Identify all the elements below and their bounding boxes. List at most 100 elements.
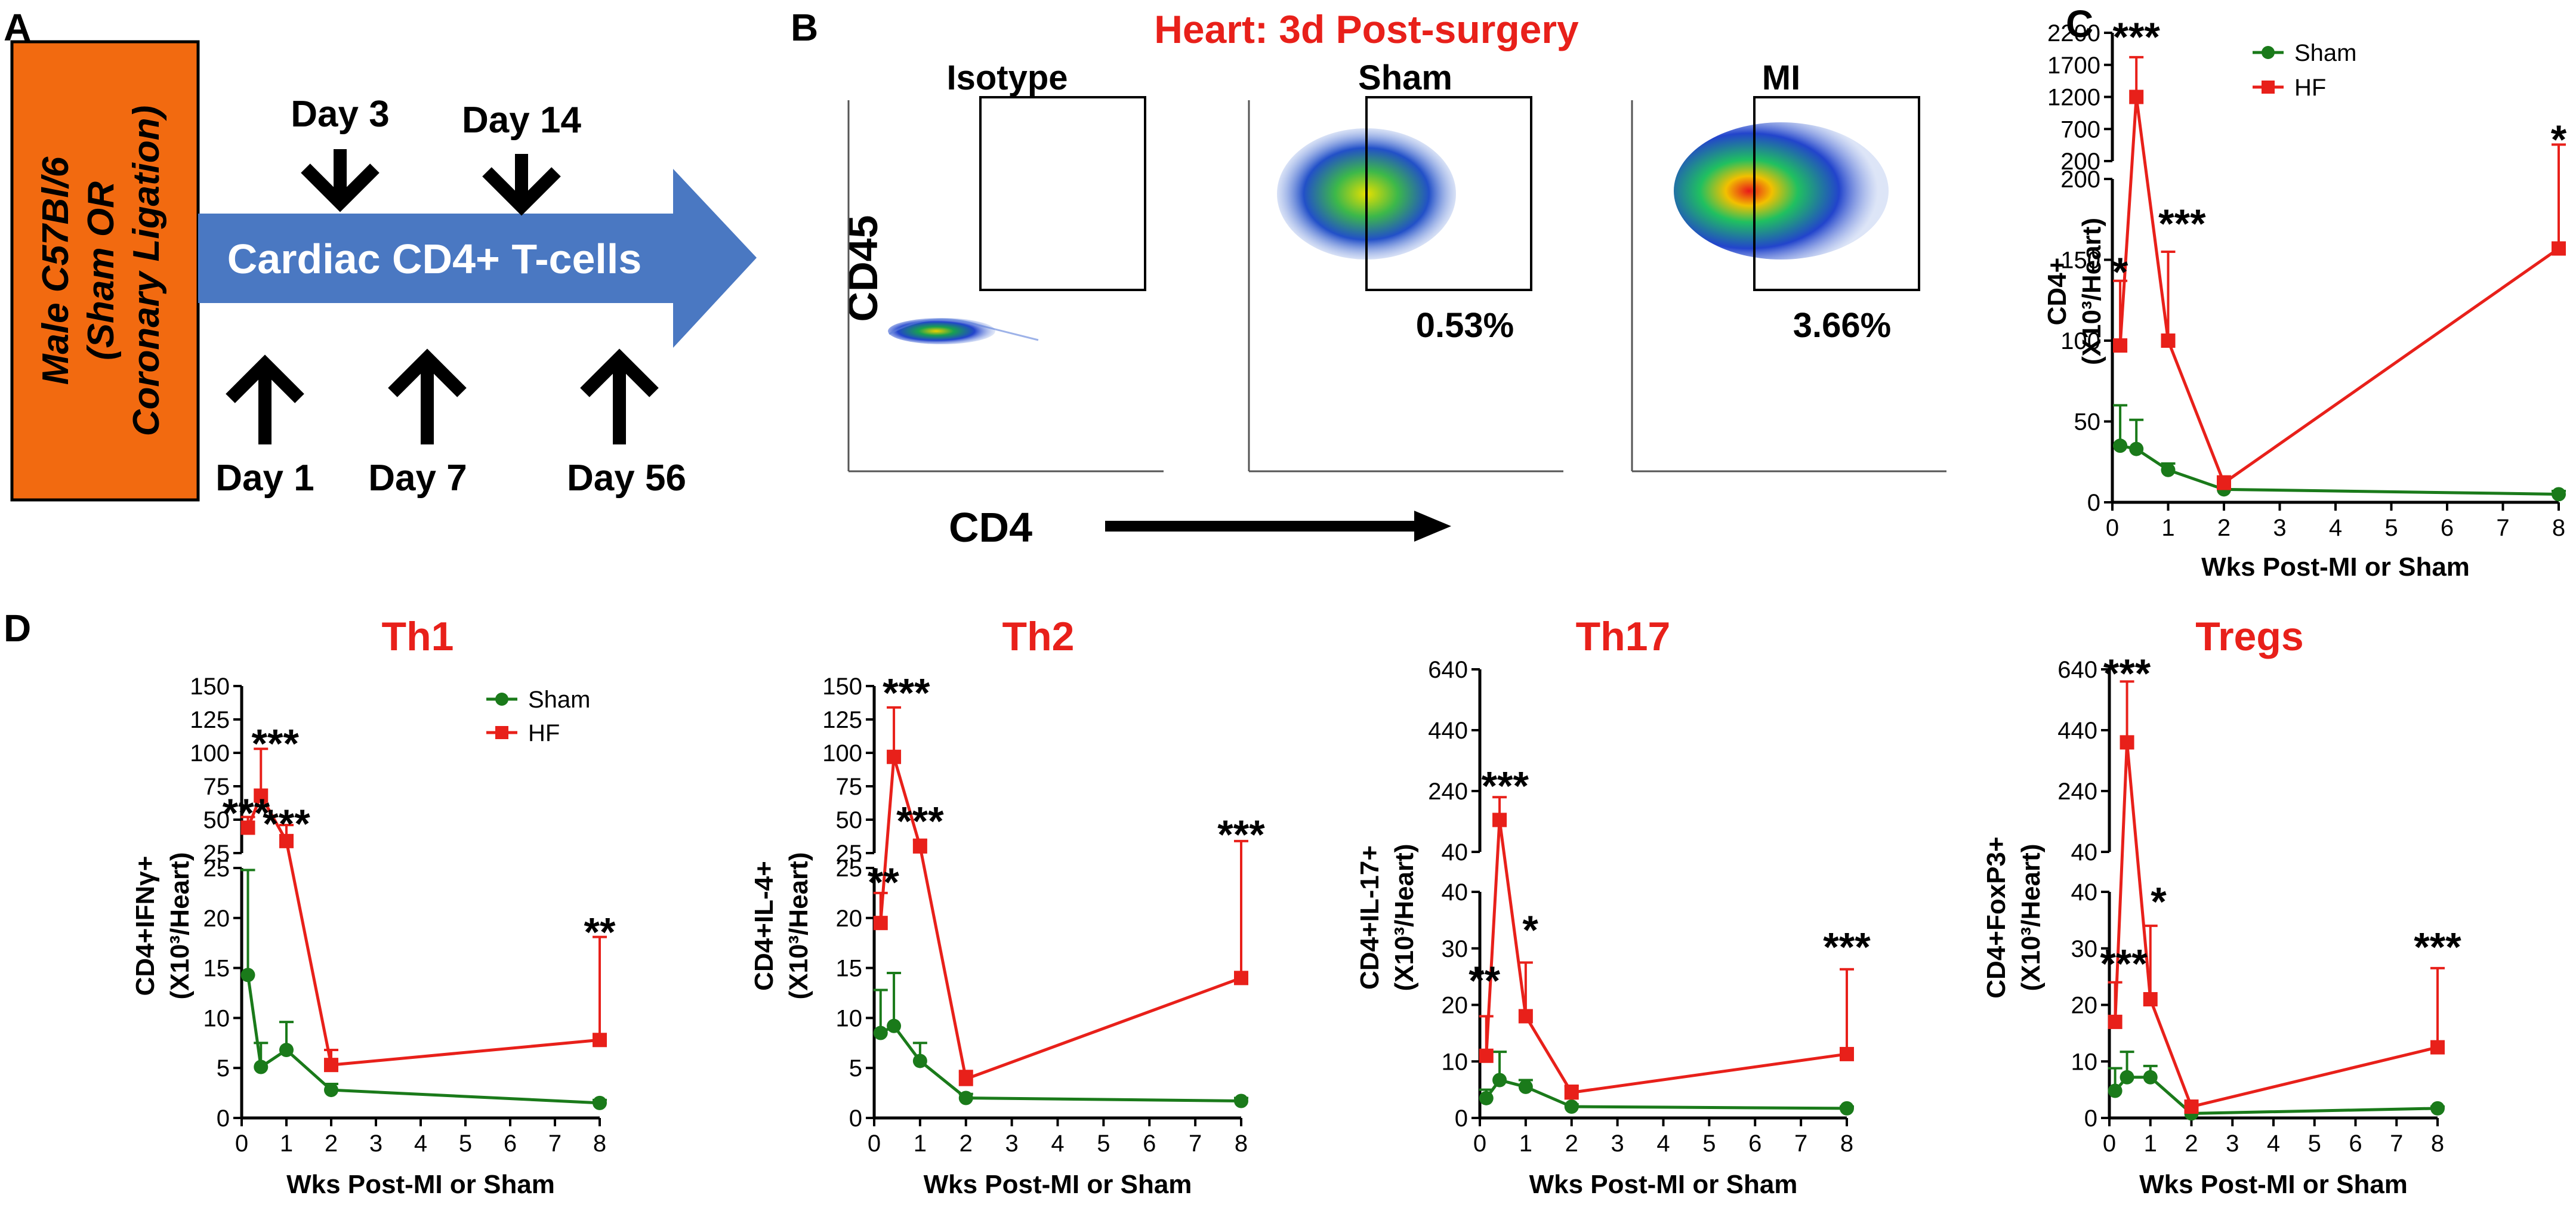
series-line-sham xyxy=(2120,444,2559,496)
x-tick-label: 7 xyxy=(1189,1130,1202,1157)
y-tick-label: 75 xyxy=(203,774,230,800)
x-tick-label: 4 xyxy=(414,1130,427,1157)
x-tick-label: 3 xyxy=(2226,1130,2239,1157)
study-group-line-2: (Sham OR xyxy=(81,181,122,360)
data-point-hf xyxy=(873,916,888,931)
data-point-hf xyxy=(2430,1040,2445,1055)
significance-marker: * xyxy=(1522,907,1538,953)
y-tick-label: 25 xyxy=(203,841,230,867)
x-tick-label: 4 xyxy=(2329,515,2342,541)
legend-sham-marker xyxy=(2262,46,2275,59)
y-tick-label: 150 xyxy=(2060,248,2100,274)
y-tick-label: 10 xyxy=(2071,1049,2098,1075)
y-tick-label: 700 xyxy=(2060,116,2100,143)
y-tick-label: 100 xyxy=(2060,328,2100,354)
chart-th1: Th1 0 5 10 15 20 25 50 75 100 125 150 25 0 1 2 3 4 5 6 7 8 Wks… xyxy=(131,614,616,1199)
data-point-hf xyxy=(1234,971,1248,986)
x-tick-label: 0 xyxy=(235,1130,248,1157)
legend-hf-label: HF xyxy=(528,720,560,746)
y-tick-label: 2200 xyxy=(2047,20,2100,47)
data-point-hf xyxy=(2161,333,2176,348)
y-axis-unit: (X10³/Heart) xyxy=(2077,218,2106,365)
x-tick-label: 6 xyxy=(2441,515,2454,541)
significance-marker: *** xyxy=(252,721,300,767)
chart-th17: Th17 0 10 20 30 40 240 440 640 40 0 1 2 3 4 5 6 7 8 Wks Pos… xyxy=(1355,614,1871,1199)
data-point-sham xyxy=(2120,1070,2134,1085)
data-point-hf xyxy=(279,833,294,848)
data-point-hf xyxy=(1840,1046,1854,1061)
data-point-hf xyxy=(2552,241,2566,256)
x-tick-label: 8 xyxy=(2552,515,2565,541)
flow-percent-sham: 0.53% xyxy=(1416,306,1514,345)
y-tick-label: 100 xyxy=(822,740,862,767)
flow-plot-mi-label: MI xyxy=(1762,58,1800,97)
x-tick-label: 4 xyxy=(1051,1130,1064,1157)
study-group-line-3: Coronary Ligation) xyxy=(126,106,167,437)
y-tick-label: 20 xyxy=(1442,993,1469,1019)
data-point-sham xyxy=(887,1018,902,1033)
x-tick-label: 3 xyxy=(1611,1130,1624,1157)
y-tick-label: 75 xyxy=(836,774,863,800)
x-tick-label: 8 xyxy=(593,1130,606,1157)
y-tick-label: 125 xyxy=(190,707,230,733)
y-tick-label: 0 xyxy=(2087,490,2100,516)
y-tick-label: 30 xyxy=(2071,936,2098,962)
y-tick-label: 0 xyxy=(217,1105,230,1132)
y-tick-label: 10 xyxy=(203,1005,230,1031)
x-tick-label: 4 xyxy=(2267,1130,2280,1157)
x-tick-label: 1 xyxy=(2161,515,2174,541)
chart-title: Th2 xyxy=(1002,614,1075,659)
significance-marker: *** xyxy=(1823,924,1871,969)
series-line-sham xyxy=(1485,1078,1847,1110)
cd4-axis-arrow xyxy=(1105,511,1451,542)
flow-plot-isotype-label: Isotype xyxy=(946,58,1068,97)
significance-marker: * xyxy=(2151,879,2167,924)
day-3-arrow xyxy=(301,149,380,212)
x-tick-label: 3 xyxy=(369,1130,382,1157)
significance-marker: * xyxy=(2551,117,2567,162)
chart-tregs: Tregs 0 10 20 30 40 240 440 640 40 0 1 2 3 4 5 6 7 8 Wks Po… xyxy=(1982,614,2461,1199)
y-axis-unit: (X10³/Heart) xyxy=(2016,844,2046,991)
y-tick-label: 100 xyxy=(190,740,230,767)
x-tick-label: 2 xyxy=(2185,1130,2198,1157)
series-line-sham xyxy=(246,974,600,1105)
significance-marker: *** xyxy=(1482,764,1529,809)
flow-density-mi xyxy=(1674,122,1889,260)
y-axis-title: CD4+FoxP3+ xyxy=(1982,836,2011,998)
y-tick-label: 440 xyxy=(2057,718,2097,744)
significance-marker: *** xyxy=(2100,941,2148,987)
y-tick-label: 50 xyxy=(2074,409,2101,435)
data-point-sham xyxy=(324,1083,338,1098)
significance-marker: ** xyxy=(1469,958,1500,1003)
data-point-hf xyxy=(2108,1014,2122,1029)
y-tick-label: 5 xyxy=(217,1055,230,1082)
x-tick-label: 5 xyxy=(2384,515,2398,541)
significance-marker: *** xyxy=(2113,14,2161,60)
data-point-sham xyxy=(279,1043,294,1058)
data-point-hf xyxy=(2120,735,2134,750)
y-tick-label: 640 xyxy=(2057,657,2097,683)
data-point-sham xyxy=(1492,1073,1507,1088)
data-point-sham xyxy=(2108,1083,2122,1098)
series-line-hf xyxy=(2118,97,2560,486)
data-point-hf xyxy=(324,1058,338,1073)
day-1-arrow xyxy=(226,354,304,444)
data-point-sham xyxy=(2430,1101,2445,1116)
significance-marker: *** xyxy=(2103,651,2151,696)
flow-gate-sham xyxy=(1365,96,1532,291)
x-tick-label: 0 xyxy=(2103,1130,2116,1157)
y-tick-label: 240 xyxy=(1428,779,1468,805)
y-tick-label: 15 xyxy=(836,956,863,982)
flow-plot-isotype: Isotype xyxy=(847,58,1164,472)
data-point-hf xyxy=(1479,1048,1494,1063)
y-axis-title: CD4+IL-17+ xyxy=(1355,845,1384,990)
series-line-sham xyxy=(2114,1076,2438,1115)
significance-marker: *** xyxy=(2414,924,2461,969)
y-tick-label: 150 xyxy=(190,674,230,700)
y-tick-label: 25 xyxy=(203,855,230,882)
day-1-label: Day 1 xyxy=(215,458,314,499)
data-point-sham xyxy=(912,1054,927,1068)
x-axis-title: Wks Post-MI or Sham xyxy=(924,1170,1192,1199)
x-tick-label: 2 xyxy=(325,1130,338,1157)
x-tick-label: 6 xyxy=(2349,1130,2362,1157)
